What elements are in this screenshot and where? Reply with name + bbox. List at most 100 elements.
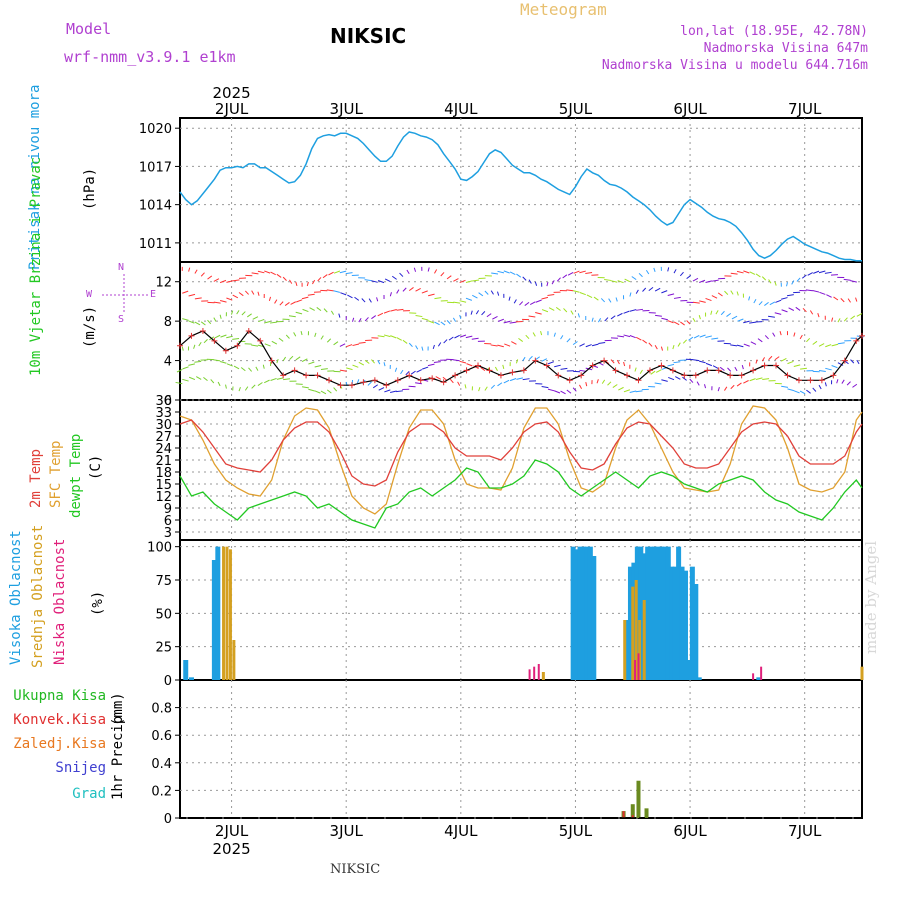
- wind-arrow: [837, 318, 841, 323]
- wind-arrow: [717, 387, 720, 392]
- wind-arrow: [465, 335, 473, 339]
- wind-arrow: [491, 272, 499, 275]
- cloud-bar: [637, 653, 640, 680]
- ytick-label-precip: 0: [164, 812, 172, 827]
- wind-arrow: [251, 272, 259, 275]
- panel-frame-pressure: [179, 117, 863, 263]
- wind-arrow: [812, 290, 820, 293]
- wind-arrow: [421, 346, 424, 351]
- cloud-bar: [623, 620, 627, 680]
- cloud-bar: [631, 586, 635, 680]
- wind-arrow: [629, 292, 632, 297]
- wind-arrow: [326, 389, 332, 394]
- cloud-bar: [537, 664, 540, 680]
- wind-gust-marker: [853, 337, 860, 344]
- wind-arrow: [743, 270, 750, 274]
- wind-arrow: [717, 292, 723, 297]
- wind-arrow: [182, 378, 189, 382]
- wind-gust-marker: [692, 372, 699, 379]
- wind-gust-marker: [669, 367, 676, 374]
- cloud-bar: [642, 600, 646, 680]
- wind-arrow: [427, 267, 430, 272]
- wind-arrow: [743, 343, 750, 347]
- wind-arrow: [535, 312, 542, 315]
- wind-arrow: [764, 301, 769, 306]
- wind-arrow: [513, 299, 517, 304]
- wind-arrow: [377, 360, 381, 365]
- wind-gust-marker: [566, 377, 573, 384]
- wind-arrow: [338, 313, 341, 318]
- wind-arrow: [413, 267, 417, 272]
- footer-station: NIKSIC: [330, 862, 381, 877]
- wind-arrow: [328, 271, 334, 276]
- wind-arrow: [655, 369, 662, 373]
- cloud-bar: [760, 666, 763, 680]
- wind-arrow: [591, 317, 594, 322]
- wind-arrow: [841, 379, 845, 384]
- wind-arrow: [831, 317, 834, 322]
- wind-arrow: [762, 378, 770, 381]
- wind-arrow: [389, 292, 392, 297]
- wind-arrow: [800, 367, 807, 370]
- wind-arrow: [236, 310, 240, 315]
- wind-arrow: [586, 294, 593, 299]
- wind-arrow: [352, 317, 355, 322]
- wind-arrow: [333, 387, 338, 392]
- wind-gust-marker: [761, 362, 768, 369]
- wind-arrow: [480, 367, 486, 372]
- wind-arrow: [446, 320, 451, 325]
- wind-arrow: [617, 280, 624, 284]
- wind-arrow: [623, 334, 631, 338]
- wind-arrow: [301, 358, 308, 362]
- wind-arrow: [753, 299, 757, 304]
- wind-arrow: [556, 277, 561, 282]
- wind-arrow: [390, 390, 397, 394]
- wind-arrow: [850, 359, 855, 364]
- lonlat-text: lon,lat (18.95E, 42.78N): [680, 24, 868, 39]
- ytick-label-precip: 0.4: [151, 757, 172, 772]
- wind-arrow: [339, 369, 347, 372]
- wind-arrow: [367, 381, 372, 386]
- day-label-bottom: 2JUL: [215, 822, 249, 840]
- wind-arrow: [541, 296, 549, 300]
- cloud-bar: [183, 660, 189, 680]
- wind-arrow: [616, 359, 620, 365]
- wind-arrow: [226, 363, 233, 367]
- wind-arrow: [736, 270, 744, 274]
- wind-arrow: [226, 280, 233, 283]
- compass-n: N: [118, 262, 125, 273]
- wind-arrow: [636, 308, 644, 311]
- wind-arrow: [440, 321, 446, 326]
- ytick-label-pressure: 1014: [139, 199, 172, 214]
- wind-arrow: [377, 335, 385, 338]
- wind-arrow: [219, 314, 222, 319]
- wind-gust-marker: [612, 367, 619, 374]
- wind-arrow: [768, 315, 775, 318]
- day-label-top: 2JUL: [215, 100, 249, 118]
- wind-arrow: [284, 302, 290, 306]
- wind-arrow: [741, 364, 744, 370]
- wind-arrow: [371, 315, 377, 320]
- wind-arrow: [806, 337, 811, 343]
- wind-gust-marker: [520, 367, 527, 374]
- wind-arrow: [675, 376, 681, 380]
- wind-arrow: [415, 288, 421, 292]
- wind-arrow: [481, 311, 486, 316]
- wind-arrow: [712, 365, 719, 369]
- wind-arrow: [774, 281, 777, 286]
- cloud-bar: [584, 546, 590, 680]
- wind-arrow: [368, 298, 372, 303]
- wind-arrow: [377, 280, 385, 284]
- wind-arrow: [826, 294, 832, 298]
- ytick-label-temperature: 3: [164, 526, 172, 541]
- wind-arrow: [502, 364, 505, 370]
- wind-arrow: [213, 278, 220, 282]
- wind-arrow: [699, 360, 706, 364]
- wind-arrow: [812, 387, 817, 392]
- wind-arrow: [677, 342, 681, 347]
- ytick-label-clouds: 50: [155, 607, 172, 622]
- wind-arrow: [309, 307, 315, 311]
- wind-arrow: [786, 294, 794, 297]
- wind-arrow: [655, 314, 662, 317]
- ytick-label-pressure: 1020: [139, 122, 172, 137]
